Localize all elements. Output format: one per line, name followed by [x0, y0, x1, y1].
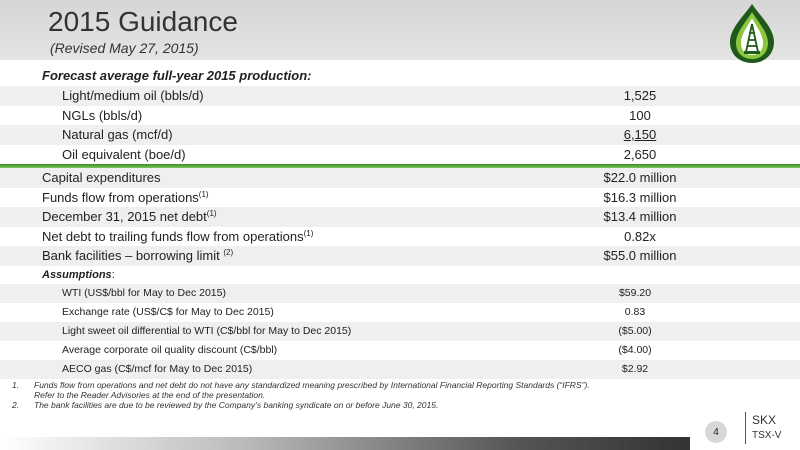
table-row: Exchange rate (US$/C$ for May to Dec 201…	[0, 303, 800, 322]
exchange-name: TSX-V	[752, 430, 782, 441]
row-value: 6,150	[623, 127, 657, 142]
row-label: AECO gas (C$/mcf for May to Dec 2015)	[62, 362, 253, 375]
row-value: $22.0 million	[603, 170, 677, 185]
row-label: Average corporate oil quality discount (…	[62, 343, 278, 356]
footnotes: 1. Funds flow from operations and net de…	[12, 380, 752, 410]
guidance-table: Forecast average full-year 2015 producti…	[0, 66, 800, 379]
row-label: Funds flow from operations(1)	[42, 189, 209, 205]
section-divider	[0, 164, 800, 168]
table-row: Light/medium oil (bbls/d) 1,525	[0, 86, 800, 106]
row-label: December 31, 2015 net debt(1)	[42, 209, 217, 224]
row-value: 2,650	[623, 146, 657, 162]
production-heading-row: Forecast average full-year 2015 producti…	[0, 66, 800, 86]
row-label: Oil equivalent (boe/d)	[62, 146, 186, 162]
footnote-text: Funds flow from operations and net debt …	[34, 380, 590, 390]
footnote-text-continued: Refer to the Reader Advisories at the en…	[34, 390, 266, 400]
footnote-number: 1.	[12, 380, 20, 390]
row-label: NGLs (bbls/d)	[62, 107, 143, 123]
row-value: 100	[629, 107, 651, 123]
footer-gradient-bar	[0, 437, 690, 450]
assumptions-heading-row: Assumptions:	[0, 266, 800, 284]
footnote: 2. The bank facilities are due to be rev…	[12, 400, 752, 410]
page-number: 4	[705, 421, 727, 443]
page-title: 2015 Guidance	[48, 6, 238, 37]
table-row: Net debt to trailing funds flow from ope…	[0, 227, 800, 247]
row-value: $13.4 million	[603, 209, 677, 224]
row-label: Light/medium oil (bbls/d)	[62, 88, 204, 103]
row-value: ($4.00)	[618, 343, 652, 356]
table-row: December 31, 2015 net debt(1) $13.4 mill…	[0, 207, 800, 227]
ticker-symbol: SKX	[752, 413, 777, 427]
row-value: $16.3 million	[603, 189, 677, 205]
oil-derrick-drop-logo-icon	[730, 4, 774, 63]
ticker-divider	[745, 412, 746, 444]
table-row: Light sweet oil differential to WTI (C$/…	[0, 321, 800, 341]
row-value: 1,525	[623, 88, 657, 103]
row-value: ($5.00)	[618, 324, 652, 337]
row-label: Capital expenditures	[42, 170, 161, 185]
row-label: WTI (US$/bbl for May to Dec 2015)	[62, 286, 226, 299]
footnote: 1. Funds flow from operations and net de…	[12, 380, 752, 400]
assumptions-heading: Assumptions:	[42, 268, 115, 281]
page-subtitle: (Revised May 27, 2015)	[50, 40, 199, 56]
row-value: $59.20	[618, 286, 652, 299]
row-label: Light sweet oil differential to WTI (C$/…	[62, 324, 352, 337]
row-value: 0.83	[624, 305, 646, 318]
row-value: 0.82x	[624, 228, 656, 244]
table-row: AECO gas (C$/mcf for May to Dec 2015) $2…	[0, 359, 800, 379]
header-band: 2015 Guidance (Revised May 27, 2015)	[0, 0, 800, 63]
row-value: $2.92	[621, 362, 649, 375]
table-row: Natural gas (mcf/d) 6,150	[0, 125, 800, 145]
row-label: Exchange rate (US$/C$ for May to Dec 201…	[62, 305, 274, 318]
table-row: Funds flow from operations(1) $16.3 mill…	[0, 188, 800, 208]
row-label: Bank facilities – borrowing limit (2)	[42, 248, 234, 263]
table-row: WTI (US$/bbl for May to Dec 2015) $59.20	[0, 283, 800, 303]
row-label: Natural gas (mcf/d)	[62, 127, 173, 142]
table-row: Bank facilities – borrowing limit (2) $5…	[0, 246, 800, 266]
footnote-number: 2.	[12, 400, 20, 410]
row-label: Net debt to trailing funds flow from ope…	[42, 228, 314, 244]
table-row: NGLs (bbls/d) 100	[0, 106, 800, 126]
production-heading: Forecast average full-year 2015 producti…	[42, 68, 312, 83]
table-row: Oil equivalent (boe/d) 2,650	[0, 145, 800, 165]
table-row: Capital expenditures $22.0 million	[0, 168, 800, 188]
row-value: $55.0 million	[603, 248, 677, 263]
table-row: Average corporate oil quality discount (…	[0, 341, 800, 360]
footnote-text: The bank facilities are due to be review…	[34, 400, 439, 410]
